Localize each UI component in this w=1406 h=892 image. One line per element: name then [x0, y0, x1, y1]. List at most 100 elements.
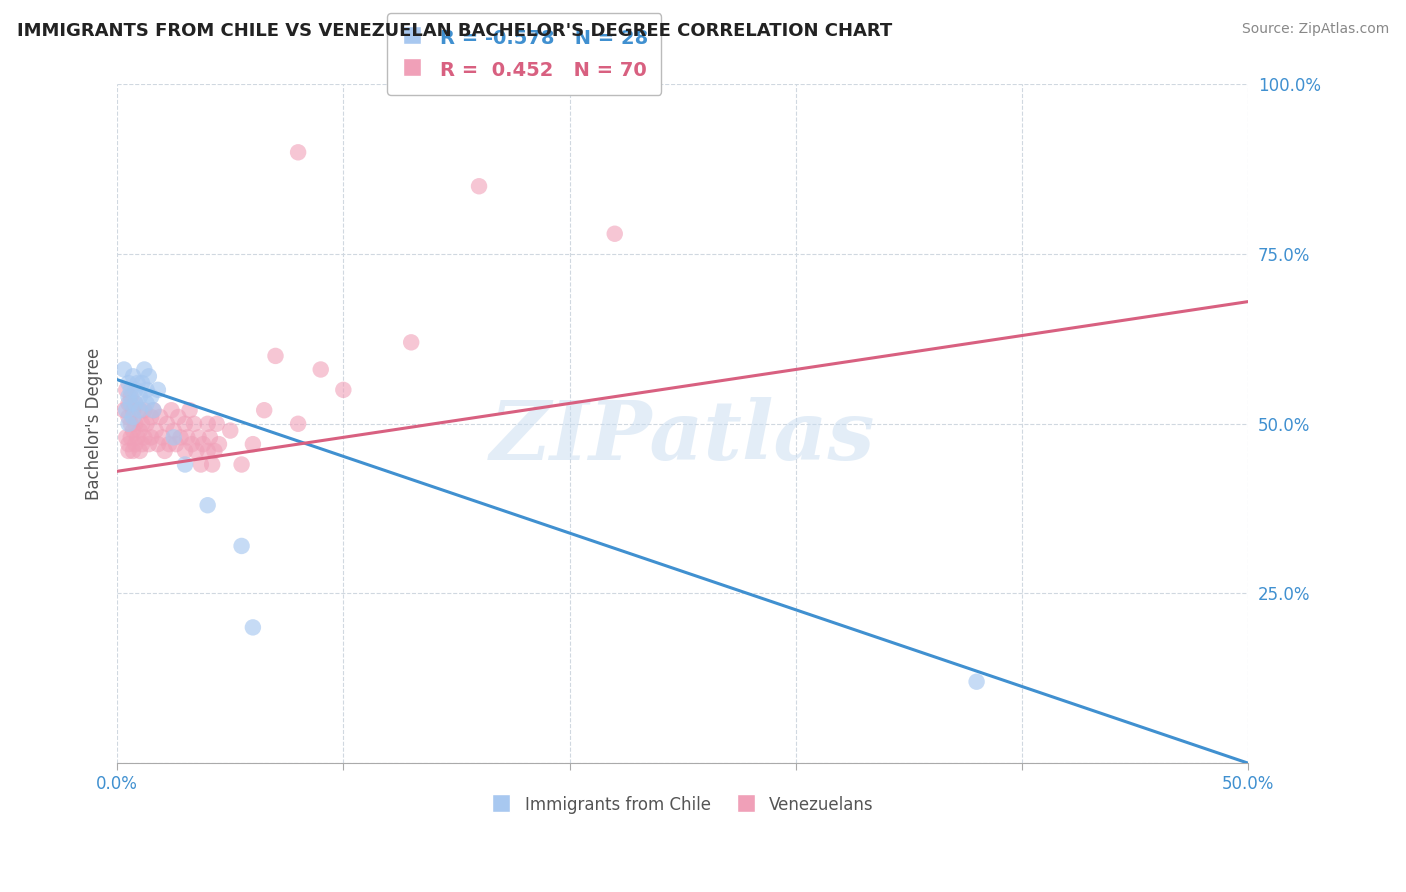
Point	[264, 349, 287, 363]
Point	[139, 409, 162, 424]
Point	[120, 417, 142, 431]
Point	[128, 424, 150, 438]
Point	[120, 383, 142, 397]
Point	[231, 539, 253, 553]
Y-axis label: Bachelor's Degree: Bachelor's Degree	[86, 348, 103, 500]
Text: ZIPatlas: ZIPatlas	[489, 397, 876, 477]
Text: IMMIGRANTS FROM CHILE VS VENEZUELAN BACHELOR'S DEGREE CORRELATION CHART: IMMIGRANTS FROM CHILE VS VENEZUELAN BACH…	[17, 22, 893, 40]
Point	[163, 424, 186, 438]
Point	[309, 362, 332, 376]
Point	[138, 369, 160, 384]
Point	[127, 376, 149, 390]
Point	[117, 417, 139, 431]
Point	[190, 458, 212, 472]
Point	[128, 403, 150, 417]
Point	[122, 444, 145, 458]
Point	[231, 458, 253, 472]
Point	[287, 417, 309, 431]
Point	[124, 396, 146, 410]
Point	[139, 390, 162, 404]
Point	[117, 376, 139, 390]
Point	[115, 383, 138, 397]
Point	[124, 396, 146, 410]
Point	[122, 424, 145, 438]
Point	[128, 444, 150, 458]
Point	[135, 396, 157, 410]
Point	[142, 403, 165, 417]
Point	[122, 403, 145, 417]
Point	[165, 437, 187, 451]
Point	[122, 409, 145, 424]
Point	[131, 437, 153, 451]
Point	[112, 403, 135, 417]
Point	[145, 424, 167, 438]
Point	[124, 437, 146, 451]
Point	[124, 417, 146, 431]
Point	[167, 409, 190, 424]
Point	[139, 430, 162, 444]
Point	[399, 335, 422, 350]
Point	[120, 396, 142, 410]
Point	[131, 417, 153, 431]
Point	[117, 444, 139, 458]
Point	[142, 403, 165, 417]
Point	[242, 437, 264, 451]
Point	[117, 437, 139, 451]
Point	[176, 430, 198, 444]
Point	[115, 430, 138, 444]
Point	[156, 417, 179, 431]
Point	[149, 409, 172, 424]
Point	[135, 417, 157, 431]
Point	[128, 390, 150, 404]
Point	[186, 444, 208, 458]
Point	[135, 383, 157, 397]
Point	[117, 409, 139, 424]
Point	[120, 430, 142, 444]
Point	[153, 444, 176, 458]
Point	[146, 383, 169, 397]
Point	[204, 444, 226, 458]
Point	[205, 417, 228, 431]
Point	[180, 437, 202, 451]
Point	[201, 458, 224, 472]
Point	[134, 362, 156, 376]
Point	[160, 403, 183, 417]
Point	[219, 424, 242, 438]
Point	[198, 430, 221, 444]
Point	[128, 403, 150, 417]
Point	[197, 444, 219, 458]
Point	[152, 430, 174, 444]
Point	[287, 145, 309, 160]
Point	[115, 403, 138, 417]
Point	[253, 403, 276, 417]
Point	[468, 179, 491, 194]
Point	[332, 383, 354, 397]
Point	[146, 437, 169, 451]
Point	[966, 674, 988, 689]
Point	[163, 430, 186, 444]
Point	[117, 396, 139, 410]
Point	[169, 430, 191, 444]
Point	[174, 444, 197, 458]
Point	[120, 390, 142, 404]
Point	[174, 417, 197, 431]
Point	[157, 437, 180, 451]
Point	[179, 403, 201, 417]
Point	[191, 437, 214, 451]
Point	[603, 227, 626, 241]
Point	[208, 437, 231, 451]
Point	[174, 458, 197, 472]
Point	[138, 437, 160, 451]
Point	[134, 403, 156, 417]
Legend: Immigrants from Chile, Venezuelans: Immigrants from Chile, Venezuelans	[484, 787, 882, 822]
Point	[183, 417, 205, 431]
Point	[197, 498, 219, 512]
Text: Source: ZipAtlas.com: Source: ZipAtlas.com	[1241, 22, 1389, 37]
Point	[112, 362, 135, 376]
Point	[117, 390, 139, 404]
Point	[127, 430, 149, 444]
Point	[242, 620, 264, 634]
Point	[187, 430, 209, 444]
Point	[124, 383, 146, 397]
Point	[122, 369, 145, 384]
